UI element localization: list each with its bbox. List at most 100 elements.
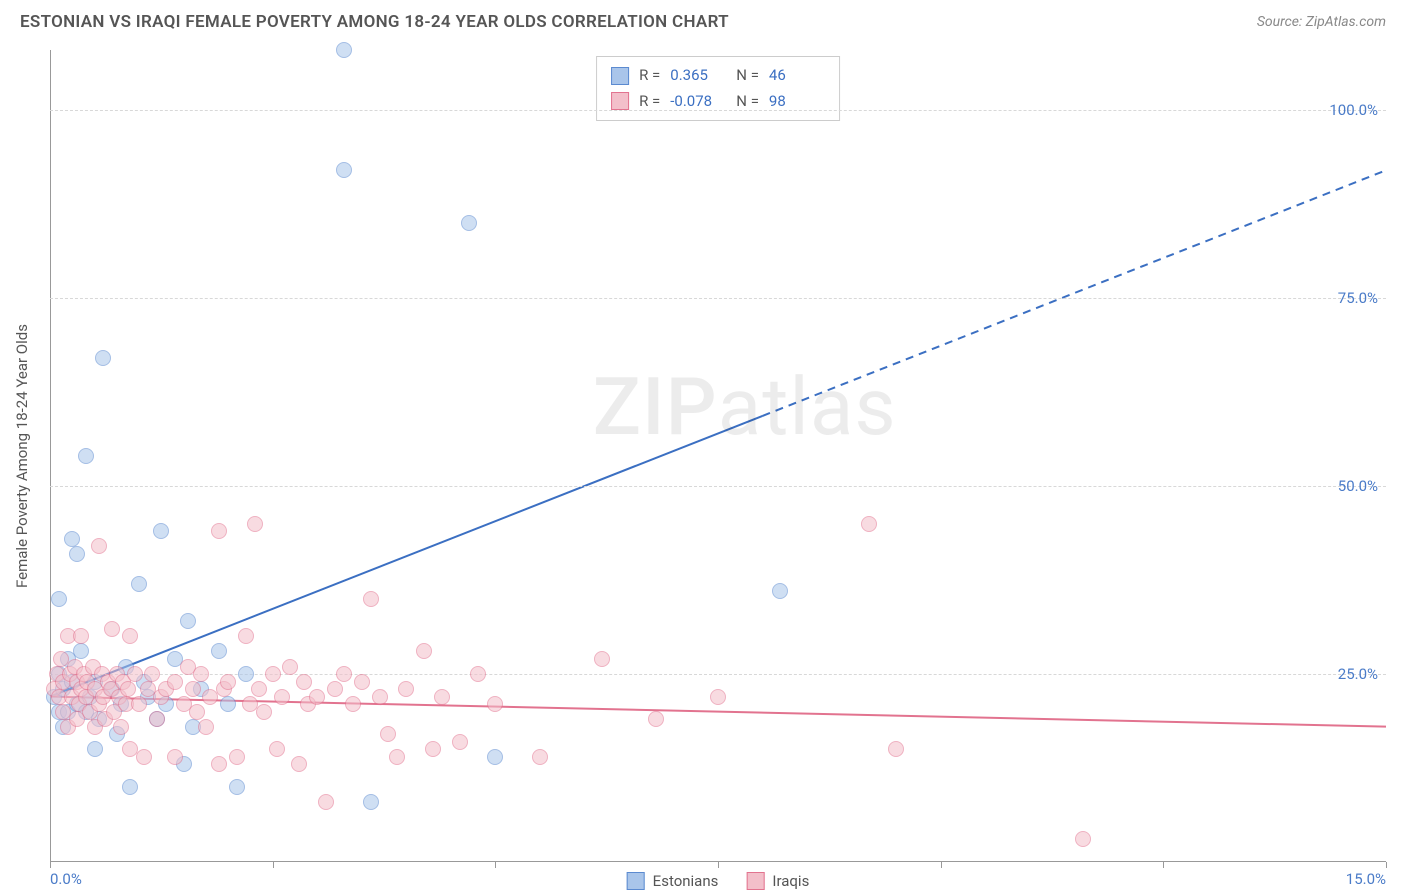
legend-row: R =0.365N =46 bbox=[611, 63, 825, 89]
plot-area: ZIPatlas R =0.365N =46R =-0.078N =98 25.… bbox=[50, 50, 1386, 862]
scatter-point bbox=[594, 651, 610, 667]
scatter-point bbox=[189, 704, 205, 720]
scatter-point bbox=[131, 696, 147, 712]
legend-n-label: N = bbox=[736, 63, 759, 89]
y-axis-label: Female Poverty Among 18-24 Year Olds bbox=[13, 324, 31, 588]
grid-line bbox=[50, 110, 1386, 111]
scatter-point bbox=[434, 689, 450, 705]
scatter-point bbox=[127, 666, 143, 682]
scatter-point bbox=[487, 749, 503, 765]
scatter-point bbox=[425, 741, 441, 757]
scatter-point bbox=[131, 576, 147, 592]
scatter-point bbox=[327, 681, 343, 697]
scatter-point bbox=[1075, 831, 1091, 847]
scatter-point bbox=[336, 666, 352, 682]
x-tick-label: 15.0% bbox=[1346, 870, 1386, 888]
scatter-point bbox=[710, 689, 726, 705]
scatter-point bbox=[167, 674, 183, 690]
chart-header: ESTONIAN VS IRAQI FEMALE POVERTY AMONG 1… bbox=[0, 0, 1406, 40]
scatter-point bbox=[309, 689, 325, 705]
series-legend-item: Iraqis bbox=[746, 872, 809, 890]
scatter-point bbox=[363, 794, 379, 810]
y-axis-line bbox=[50, 50, 51, 862]
scatter-point bbox=[87, 741, 103, 757]
legend-swatch bbox=[611, 67, 629, 85]
scatter-point bbox=[220, 696, 236, 712]
scatter-point bbox=[861, 516, 877, 532]
series-name: Iraqis bbox=[772, 872, 809, 890]
scatter-point bbox=[354, 674, 370, 690]
scatter-point bbox=[73, 628, 89, 644]
scatter-point bbox=[416, 643, 432, 659]
scatter-point bbox=[180, 613, 196, 629]
x-tick-label: 0.0% bbox=[50, 870, 82, 888]
scatter-point bbox=[229, 749, 245, 765]
legend-r-value: 0.365 bbox=[670, 63, 726, 89]
scatter-point bbox=[291, 756, 307, 772]
x-tick bbox=[495, 862, 496, 868]
scatter-point bbox=[238, 666, 254, 682]
scatter-point bbox=[136, 749, 152, 765]
scatter-point bbox=[336, 42, 352, 58]
scatter-point bbox=[122, 779, 138, 795]
legend-swatch bbox=[746, 872, 764, 890]
x-tick bbox=[50, 862, 51, 868]
scatter-point bbox=[345, 696, 361, 712]
watermark: ZIPatlas bbox=[593, 360, 897, 454]
x-tick bbox=[1386, 862, 1387, 868]
scatter-point bbox=[296, 674, 312, 690]
scatter-point bbox=[256, 704, 272, 720]
scatter-point bbox=[211, 643, 227, 659]
scatter-point bbox=[113, 719, 129, 735]
chart-container: Female Poverty Among 18-24 Year Olds ZIP… bbox=[50, 50, 1386, 862]
series-legend: Estonians Iraqis bbox=[627, 872, 810, 890]
scatter-point bbox=[389, 749, 405, 765]
scatter-point bbox=[452, 734, 468, 750]
scatter-point bbox=[251, 681, 267, 697]
scatter-point bbox=[461, 215, 477, 231]
scatter-point bbox=[104, 621, 120, 637]
scatter-point bbox=[487, 696, 503, 712]
series-name: Estonians bbox=[653, 872, 719, 890]
grid-line bbox=[50, 486, 1386, 487]
scatter-point bbox=[198, 719, 214, 735]
scatter-point bbox=[167, 749, 183, 765]
scatter-point bbox=[220, 674, 236, 690]
scatter-point bbox=[318, 794, 334, 810]
scatter-point bbox=[69, 546, 85, 562]
scatter-point bbox=[363, 591, 379, 607]
legend-n-value: 46 bbox=[769, 63, 825, 89]
scatter-point bbox=[229, 779, 245, 795]
scatter-point bbox=[185, 681, 201, 697]
scatter-point bbox=[888, 741, 904, 757]
scatter-point bbox=[144, 666, 160, 682]
x-tick bbox=[941, 862, 942, 868]
x-tick bbox=[273, 862, 274, 868]
x-tick bbox=[1163, 862, 1164, 868]
scatter-point bbox=[532, 749, 548, 765]
scatter-point bbox=[193, 666, 209, 682]
scatter-point bbox=[336, 162, 352, 178]
scatter-point bbox=[269, 741, 285, 757]
scatter-point bbox=[149, 711, 165, 727]
scatter-point bbox=[772, 583, 788, 599]
series-legend-item: Estonians bbox=[627, 872, 719, 890]
scatter-point bbox=[372, 689, 388, 705]
scatter-point bbox=[95, 350, 111, 366]
scatter-point bbox=[122, 628, 138, 644]
scatter-point bbox=[238, 628, 254, 644]
x-tick bbox=[718, 862, 719, 868]
legend-swatch bbox=[611, 92, 629, 110]
y-tick-label: 100.0% bbox=[1329, 101, 1378, 119]
scatter-point bbox=[398, 681, 414, 697]
scatter-point bbox=[91, 538, 107, 554]
scatter-point bbox=[64, 531, 80, 547]
scatter-point bbox=[51, 591, 67, 607]
correlation-legend: R =0.365N =46R =-0.078N =98 bbox=[596, 56, 840, 121]
scatter-point bbox=[78, 448, 94, 464]
scatter-point bbox=[648, 711, 664, 727]
scatter-point bbox=[73, 643, 89, 659]
y-tick-label: 75.0% bbox=[1338, 289, 1378, 307]
scatter-point bbox=[211, 523, 227, 539]
scatter-point bbox=[153, 523, 169, 539]
